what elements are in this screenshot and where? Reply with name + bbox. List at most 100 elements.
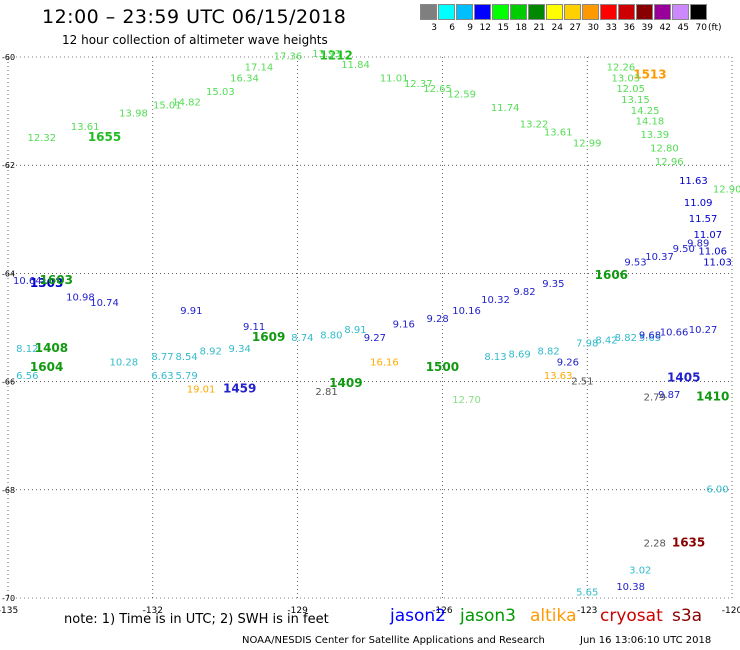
legend-label: 70 xyxy=(695,23,707,33)
wave-height-value: 12.37 xyxy=(404,79,433,90)
wave-height-value: 8.69 xyxy=(508,349,530,360)
legend-label: 36 xyxy=(623,23,635,33)
wave-height-value: 13.63 xyxy=(544,371,573,382)
pass-time-label: 1408 xyxy=(35,341,68,355)
wave-height-value: 13.61 xyxy=(544,127,573,138)
latitude-label: -66 xyxy=(2,378,15,387)
wave-height-value: 17.36 xyxy=(274,52,303,63)
wave-height-value: 10.38 xyxy=(616,582,645,593)
legend-label: 6 xyxy=(449,23,455,33)
wave-height-value: 8.82 xyxy=(615,333,637,344)
wave-height-value: 14.25 xyxy=(631,106,660,117)
legend-swatch xyxy=(564,4,581,20)
wave-height-value: 8.74 xyxy=(291,333,313,344)
legend-swatch xyxy=(420,4,437,20)
pass-time-label: 1603 xyxy=(40,273,73,287)
wave-height-value: 8.82 xyxy=(537,347,559,358)
wave-height-value: 10.98 xyxy=(66,292,95,303)
longitude-label: -123 xyxy=(577,606,597,616)
wave-height-value: 8.12 xyxy=(16,344,38,355)
wave-height-value: 9.27 xyxy=(364,333,386,344)
wave-height-value: 12.96 xyxy=(655,157,684,168)
legend-label: 9 xyxy=(467,23,473,33)
legend-unit: (ft) xyxy=(708,23,722,33)
pass-time-label: 1500 xyxy=(426,360,459,374)
satellite-name-jason2: jason2 xyxy=(390,606,446,626)
wave-height-value: 14.18 xyxy=(636,117,665,128)
wave-height-value: 13.93 xyxy=(312,49,341,60)
wave-height-value: 11.63 xyxy=(679,176,708,187)
wave-height-value: 8.54 xyxy=(175,352,197,363)
wave-height-value: 8.42 xyxy=(595,336,617,347)
wave-height-value: 10.16 xyxy=(452,306,481,317)
pass-time-label: 1409 xyxy=(329,376,362,390)
pass-time-label: 1635 xyxy=(672,536,705,550)
wave-height-value: 10.37 xyxy=(645,252,674,263)
wave-height-value: 12.05 xyxy=(616,84,645,95)
wave-height-value: 9.34 xyxy=(229,344,251,355)
wave-height-value: 9.87 xyxy=(658,390,680,401)
satellite-name-cryosat: cryosat xyxy=(600,606,663,626)
wave-height-value: 6.56 xyxy=(16,371,38,382)
longitude-label: -135 xyxy=(0,606,18,616)
wave-height-value: 12.70 xyxy=(452,395,481,406)
latitude-label: -70 xyxy=(2,594,15,603)
wave-height-value: 12.65 xyxy=(423,84,452,95)
wave-height-value: 7.98 xyxy=(576,338,598,349)
wave-height-value: 6.00 xyxy=(706,485,728,496)
legend-swatch xyxy=(654,4,671,20)
latitude-label: -62 xyxy=(2,161,15,170)
legend-swatch xyxy=(600,4,617,20)
wave-height-value: 13.61 xyxy=(71,122,100,133)
timestamp-text: Jun 16 13:06:10 UTC 2018 xyxy=(580,635,712,646)
wave-height-value: 15.03 xyxy=(206,87,235,98)
legend-label: 15 xyxy=(497,23,509,33)
legend-label: 45 xyxy=(677,23,689,33)
wave-height-value: 13.15 xyxy=(621,95,650,106)
wave-height-value: 3.02 xyxy=(629,566,651,577)
wave-height-value: 11.03 xyxy=(703,257,732,268)
wave-height-value: 13.98 xyxy=(119,109,148,120)
wave-height-value: 9.68 xyxy=(639,330,661,341)
wave-height-value: 12.59 xyxy=(447,90,476,101)
pass-time-label: 1410 xyxy=(696,390,729,404)
credit-text: NOAA/NESDIS Center for Satellite Applica… xyxy=(242,635,545,646)
legend-label: 12 xyxy=(479,23,491,33)
wave-height-value: 11.07 xyxy=(694,230,723,241)
wave-height-value: 8.91 xyxy=(344,325,366,336)
wave-height-value: 8.80 xyxy=(320,330,342,341)
legend-swatch xyxy=(546,4,563,20)
legend-label: 3 xyxy=(431,23,437,33)
legend-swatch xyxy=(492,4,509,20)
wave-height-value: 2.51 xyxy=(571,376,593,387)
wave-height-value: 10.66 xyxy=(660,328,689,339)
wave-height-value: 13.22 xyxy=(520,119,549,130)
pass-time-label: 1609 xyxy=(252,330,285,344)
legend-label: 39 xyxy=(641,23,653,33)
latitude-label: -68 xyxy=(2,486,15,495)
wave-height-value: 9.26 xyxy=(557,357,579,368)
legend-swatch xyxy=(672,4,689,20)
legend-label: 21 xyxy=(533,23,545,33)
wave-height-value: 12.80 xyxy=(650,144,679,155)
wave-height-value: 11.57 xyxy=(689,214,718,225)
wave-height-value: 5.65 xyxy=(576,587,598,598)
wave-height-value: 16.16 xyxy=(370,357,399,368)
wave-height-value: 5.65 xyxy=(639,333,661,344)
wave-height-value: 16.34 xyxy=(230,73,259,84)
wave-height-value: 19.01 xyxy=(187,384,216,395)
pass-time-label: 1604 xyxy=(30,360,63,374)
wave-height-value: 6.63 xyxy=(151,371,173,382)
wave-height-value: 9.16 xyxy=(393,320,415,331)
wave-height-value: 9.50 xyxy=(673,244,695,255)
pass-time-label: 1459 xyxy=(223,381,256,395)
pass-time-label: 1212 xyxy=(320,49,353,63)
wave-height-value: 8.77 xyxy=(151,352,173,363)
wave-height-value: 11.06 xyxy=(698,246,727,257)
pass-time-label: 1655 xyxy=(88,130,121,144)
legend-swatch xyxy=(582,4,599,20)
wave-height-value: 8.92 xyxy=(200,347,222,358)
satellite-name-jason3: jason3 xyxy=(460,606,516,626)
wave-height-value: 2.79 xyxy=(644,393,666,404)
